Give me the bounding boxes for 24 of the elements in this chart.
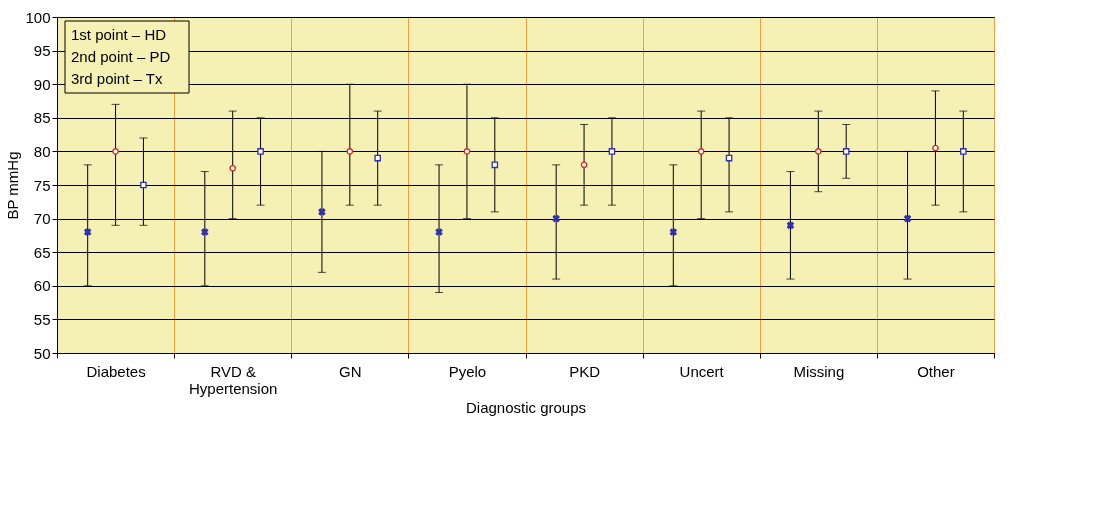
x-tick-label: Diabetes xyxy=(86,362,146,380)
y-tick-label: 70 xyxy=(33,210,51,228)
y-tick-label: 100 xyxy=(25,8,51,26)
annotation: 3rd point – Tx xyxy=(71,70,163,87)
y-tick-label: 50 xyxy=(33,344,51,362)
x-tick-label: Other xyxy=(917,362,955,380)
y-tick-label: 65 xyxy=(33,243,51,261)
annotation: 1st point – HD xyxy=(71,26,167,43)
x-tick-label: Pyelo xyxy=(448,362,487,380)
y-axis-title: BP mmHg xyxy=(4,151,22,220)
y-tick-label: 90 xyxy=(33,75,51,93)
x-axis-title: Diagnostic groups xyxy=(465,398,587,416)
y-tick-label: 55 xyxy=(33,310,51,328)
x-tick-label: Uncert xyxy=(679,362,725,380)
x-tick-label: RVD & Hypertension xyxy=(188,362,278,397)
x-tick-label: Missing xyxy=(793,362,845,380)
y-tick-label: 85 xyxy=(33,109,51,127)
x-tick-label: PKD xyxy=(569,362,601,380)
y-tick-label: 95 xyxy=(33,42,51,60)
x-tick-label: GN xyxy=(339,362,362,380)
y-tick-label: 60 xyxy=(33,277,51,295)
annotation: 2nd point – PD xyxy=(71,48,171,65)
y-tick-label: 75 xyxy=(33,176,51,194)
y-tick-label: 80 xyxy=(33,142,51,160)
